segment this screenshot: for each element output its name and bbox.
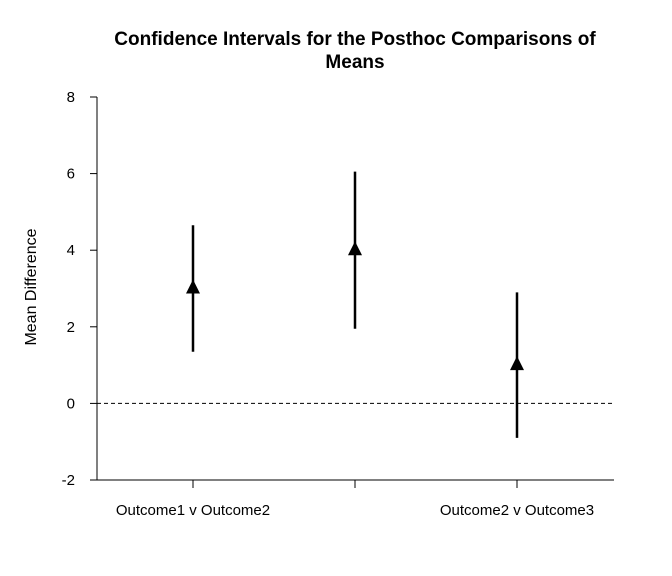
y-axis-ticks: -2 0 2 4 6 8 bbox=[62, 89, 97, 489]
y-tick-label: 8 bbox=[67, 89, 75, 106]
estimate-marker bbox=[186, 279, 200, 294]
estimate-marker bbox=[348, 241, 362, 256]
y-tick-label: 0 bbox=[67, 395, 75, 412]
y-axis-title: Mean Difference bbox=[23, 228, 40, 345]
y-tick-label: -2 bbox=[62, 472, 75, 489]
x-axis-ticks: Outcome1 v Outcome2 Outcome2 v Outcome3 bbox=[116, 480, 594, 519]
x-tick-label: Outcome1 v Outcome2 bbox=[116, 502, 270, 519]
confidence-intervals bbox=[191, 171, 519, 438]
chart-title-line-1: Confidence Intervals for the Posthoc Com… bbox=[114, 29, 596, 50]
y-tick-label: 4 bbox=[67, 242, 75, 259]
x-tick-label: Outcome2 v Outcome3 bbox=[440, 502, 594, 519]
estimate-marker bbox=[510, 356, 524, 371]
estimate-markers bbox=[186, 241, 524, 371]
chart-title-line-2: Means bbox=[325, 52, 384, 73]
y-tick-label: 2 bbox=[67, 319, 75, 336]
y-tick-label: 6 bbox=[67, 166, 75, 183]
